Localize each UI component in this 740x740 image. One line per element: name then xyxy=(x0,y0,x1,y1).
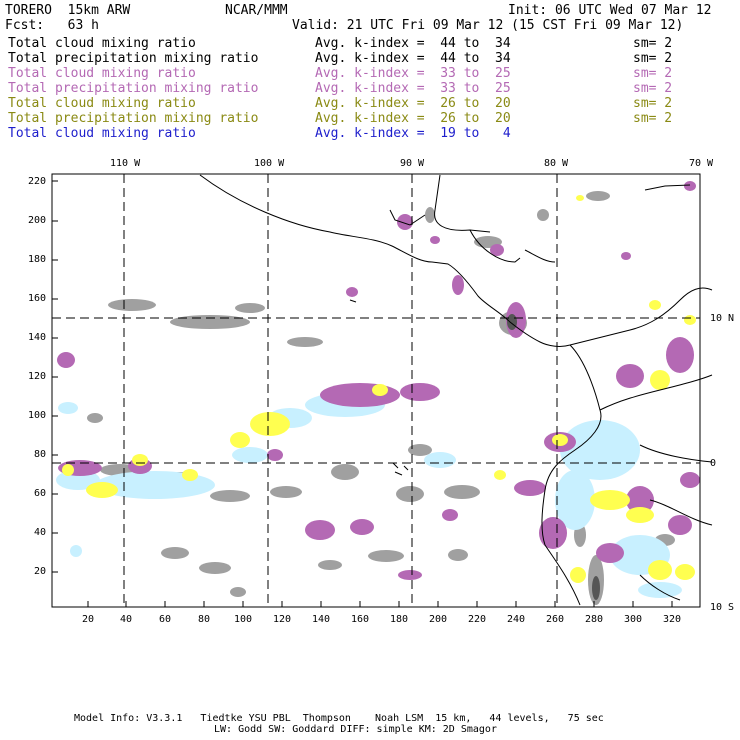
model-info-line2: LW: Godd SW: Goddard DIFF: simple KM: 2D… xyxy=(214,724,497,735)
legend-smoothing: sm= 2 xyxy=(633,36,673,51)
lightblue-cloud-field xyxy=(56,393,682,598)
purple-cloud-field xyxy=(57,181,700,580)
map-frame xyxy=(51,173,701,608)
legend-field-name: Total cloud mixing ratio xyxy=(8,66,196,81)
x-tick-200: 200 xyxy=(428,614,448,625)
model-info-line1: Model Info: V3.3.1 Tiedtke YSU PBL Thomp… xyxy=(74,713,604,724)
valid-time: Valid: 21 UTC Fri 09 Mar 12 (15 CST Fri … xyxy=(292,18,684,33)
axis-ticks xyxy=(52,180,673,607)
x-tick-60: 60 xyxy=(158,614,172,625)
legend-k-index-range: Avg. k-index = 44 to 34 xyxy=(315,51,511,66)
legend-k-index-range: Avg. k-index = 44 to 34 xyxy=(315,36,511,51)
x-tick-280: 280 xyxy=(584,614,604,625)
x-tick-160: 160 xyxy=(350,614,370,625)
init-time: Init: 06 UTC Wed 07 Mar 12 xyxy=(508,3,712,18)
lon-label-110w: 110 W xyxy=(110,158,141,169)
organization: NCAR/MMM xyxy=(225,3,288,18)
x-tick-120: 120 xyxy=(272,614,292,625)
y-tick-80: 80 xyxy=(33,449,46,460)
legend-field-name: Total precipitation mixing ratio xyxy=(8,81,259,96)
legend-field-name: Total precipitation mixing ratio xyxy=(8,51,259,66)
lat-label-0: 0 xyxy=(710,458,717,469)
x-tick-240: 240 xyxy=(506,614,526,625)
legend-smoothing: sm= 2 xyxy=(633,111,673,126)
lon-label-90w: 90 W xyxy=(400,158,425,169)
legend-field-name: Total cloud mixing ratio xyxy=(8,36,196,51)
legend-smoothing: sm= 2 xyxy=(633,66,673,81)
y-tick-180: 180 xyxy=(27,254,46,265)
graticule xyxy=(52,174,700,607)
y-tick-220: 220 xyxy=(27,176,46,187)
lat-label-10n: 10 N xyxy=(710,313,735,324)
y-tick-100: 100 xyxy=(27,410,46,421)
x-tick-40: 40 xyxy=(119,614,133,625)
x-tick-180: 180 xyxy=(389,614,409,625)
lon-label-70w: 70 W xyxy=(689,158,714,169)
y-tick-60: 60 xyxy=(33,488,46,499)
x-tick-100: 100 xyxy=(233,614,253,625)
lon-label-80w: 80 W xyxy=(544,158,569,169)
x-tick-260: 260 xyxy=(545,614,565,625)
legend-smoothing: sm= 2 xyxy=(633,96,673,111)
y-tick-160: 160 xyxy=(27,293,46,304)
y-tick-40: 40 xyxy=(33,527,46,538)
legend-k-index-range: Avg. k-index = 33 to 25 xyxy=(315,81,511,96)
legend-smoothing: sm= 2 xyxy=(633,51,673,66)
model-title: TORERO 15km ARW xyxy=(5,3,131,18)
lat-label-10s: 10 S xyxy=(710,602,735,613)
legend-k-index-range: Avg. k-index = 26 to 20 xyxy=(315,111,511,126)
lon-label-100w: 100 W xyxy=(254,158,285,169)
legend-smoothing: sm= 2 xyxy=(633,81,673,96)
x-tick-140: 140 xyxy=(311,614,331,625)
y-tick-120: 120 xyxy=(27,371,46,382)
coastlines xyxy=(199,174,713,606)
x-tick-320: 320 xyxy=(662,614,682,625)
y-tick-200: 200 xyxy=(27,215,46,226)
x-tick-220: 220 xyxy=(467,614,487,625)
legend-k-index-range: Avg. k-index = 33 to 25 xyxy=(315,66,511,81)
y-tick-140: 140 xyxy=(27,332,46,343)
map-fields xyxy=(56,181,700,605)
legend-k-index-range: Avg. k-index = 26 to 20 xyxy=(315,96,511,111)
x-tick-300: 300 xyxy=(623,614,643,625)
x-tick-20: 20 xyxy=(81,614,95,625)
legend-field-name: Total cloud mixing ratio xyxy=(8,126,196,141)
y-tick-20: 20 xyxy=(33,566,46,577)
legend-field-name: Total cloud mixing ratio xyxy=(8,96,196,111)
x-tick-80: 80 xyxy=(197,614,211,625)
forecast-hour: Fcst: 63 h xyxy=(5,18,99,33)
legend-k-index-range: Avg. k-index = 19 to 4 xyxy=(315,126,511,141)
legend-field-name: Total precipitation mixing ratio xyxy=(8,111,259,126)
yellow-cloud-field xyxy=(62,195,696,583)
